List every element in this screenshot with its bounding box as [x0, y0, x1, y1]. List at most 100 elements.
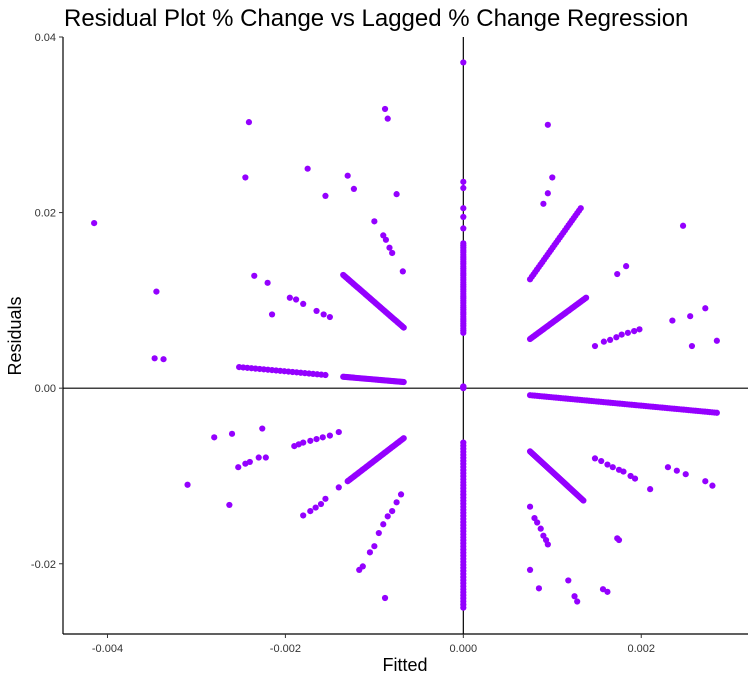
scatter-point	[535, 585, 543, 592]
scatter-point	[255, 454, 262, 461]
x-tick-label: -0.002	[270, 643, 301, 655]
scatter-point	[313, 307, 320, 315]
scatter-point	[460, 178, 467, 185]
scatter-point	[307, 507, 314, 515]
scatter-point	[313, 436, 320, 443]
scatter-point	[609, 464, 616, 471]
scatter-point	[526, 566, 534, 574]
scatter-point	[300, 439, 307, 446]
scatter-point	[571, 593, 578, 600]
scatter-point	[304, 165, 311, 172]
scatter-point	[580, 497, 587, 504]
scatter-point	[344, 172, 351, 179]
scatter-point	[381, 105, 389, 113]
scatter-point	[636, 326, 643, 333]
scatter-point	[460, 385, 467, 392]
scatter-point	[620, 468, 627, 475]
scatter-point	[682, 471, 689, 478]
scatter-point	[381, 594, 389, 602]
scatter-point	[307, 437, 314, 444]
scatter-point	[235, 464, 242, 471]
y-tick-label: 0.00	[35, 383, 56, 395]
scatter-point	[371, 543, 378, 550]
plot-area: -0.004 -0.002 0.000 0.002 -0.02 0.00 0.02 0.04	[31, 32, 748, 655]
scatter-point	[262, 454, 269, 461]
scatter-point	[366, 549, 374, 556]
y-tick-label: -0.02	[31, 559, 56, 571]
scatter-point	[688, 342, 696, 350]
scatter-point	[335, 484, 342, 491]
scatter-point	[228, 430, 236, 437]
scatter-point	[618, 331, 625, 338]
scatter-point	[673, 467, 680, 474]
scatter-point	[713, 409, 720, 416]
scatter-point	[549, 174, 556, 181]
scatter-point	[460, 329, 467, 336]
scatter-point	[251, 272, 258, 279]
scatter-point	[540, 200, 547, 207]
scatter-point	[582, 294, 590, 301]
scatter-point	[184, 481, 191, 488]
x-tick-label: 0.002	[627, 643, 655, 655]
scatter-point	[300, 300, 307, 307]
scatter-point	[268, 311, 276, 318]
scatter-point	[526, 503, 534, 510]
scatter-point	[320, 311, 327, 318]
scatter-point	[322, 192, 329, 200]
chart-title: Residual Plot % Change vs Lagged % Chang…	[64, 5, 688, 32]
scatter-point	[613, 334, 620, 341]
scatter-point	[400, 378, 407, 386]
scatter-point	[624, 329, 632, 336]
scatter-point	[574, 598, 581, 605]
scatter-point	[151, 355, 158, 362]
scatter-point	[312, 504, 319, 511]
scatter-point	[400, 435, 407, 442]
y-tick-label: 0.04	[35, 32, 56, 44]
scatter-point	[631, 328, 638, 335]
scatter-point	[300, 512, 307, 519]
scatter-point	[399, 268, 406, 275]
scatter-point	[577, 205, 584, 212]
scatter-point	[702, 478, 709, 485]
scatter-point	[386, 244, 393, 251]
scatter-point	[322, 371, 329, 379]
scatter-point	[544, 121, 551, 128]
scatter-point	[604, 461, 611, 468]
scatter-point	[544, 190, 551, 197]
scatter-point	[631, 475, 639, 482]
scatter-point	[286, 294, 293, 301]
scatter-point	[565, 577, 572, 584]
scatter-point	[687, 313, 694, 320]
scatter-point	[591, 342, 599, 350]
scatter-point	[350, 185, 357, 192]
scatter-point	[153, 288, 160, 295]
scatter-point	[460, 184, 467, 192]
scatter-point	[91, 220, 98, 227]
scatter-point	[226, 501, 233, 509]
scatter-point	[604, 588, 611, 595]
scatter-point	[326, 313, 333, 321]
scatter-point	[460, 225, 467, 232]
scatter-point	[319, 434, 326, 441]
scatter-point	[246, 458, 253, 466]
y-tick-label: 0.02	[35, 208, 56, 220]
scatter-point	[393, 499, 400, 506]
scatter-point	[389, 249, 396, 257]
scatter-point	[544, 541, 551, 548]
scatter-point	[389, 507, 396, 515]
scatter-point	[702, 305, 709, 312]
scatter-point	[322, 495, 329, 502]
scatter-point	[460, 213, 467, 221]
scatter-point	[326, 432, 333, 439]
scatter-point	[245, 119, 253, 126]
scatter-point	[400, 324, 407, 331]
scatter-point	[264, 279, 271, 286]
scatter-point	[335, 428, 342, 436]
scatter-point	[679, 222, 687, 229]
scatter-point	[382, 236, 390, 243]
y-axis-title: Residuals	[5, 296, 25, 375]
scatter-point	[713, 337, 720, 344]
scatter-point	[371, 218, 378, 225]
scatter-point	[669, 317, 676, 324]
